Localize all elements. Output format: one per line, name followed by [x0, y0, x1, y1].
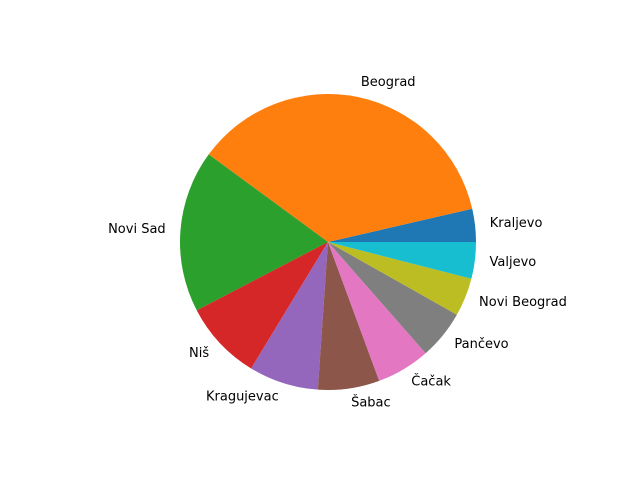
- pie-slice-label: Pančevo: [454, 337, 508, 352]
- pie-slice: [251, 242, 328, 390]
- pie-slice: [328, 242, 476, 279]
- pie-slice-label: Kragujevac: [206, 390, 279, 405]
- pie-slice: [328, 242, 472, 315]
- pie-slices: [179, 93, 476, 390]
- pie-slice: [179, 154, 328, 311]
- pie-slice-label: Šabac: [351, 395, 391, 411]
- pie-slice: [328, 208, 476, 242]
- pie-labels: Kraljevo Beograd Novi Sad Niš Kragujevac Šaba…: [108, 75, 567, 411]
- pie-slice-label: Novi Sad: [108, 222, 166, 237]
- pie-slice-label: Beograd: [361, 75, 416, 90]
- pie-slice: [196, 242, 328, 369]
- pie-slice-label: Novi Beograd: [479, 295, 567, 310]
- pie-slice-label: Kraljevo: [490, 216, 543, 231]
- pie-slice: [317, 242, 380, 390]
- pie-slice-label: Niš: [189, 346, 209, 361]
- pie-slice: [328, 242, 457, 354]
- pie-slice: [328, 242, 426, 381]
- pie-slice: [208, 93, 473, 242]
- pie-slice-label: Čačak: [411, 373, 451, 389]
- pie-slice-label: Valjevo: [490, 255, 537, 270]
